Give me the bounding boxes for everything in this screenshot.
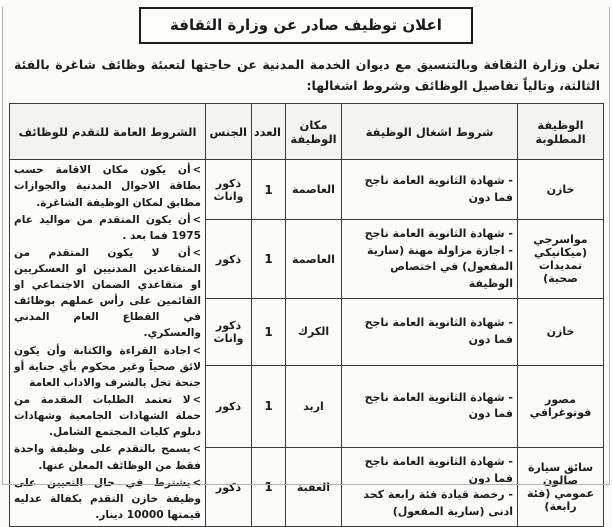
condition-line: - رخصة قيادة فئة رابعة كحد ادنى (سارية ا…: [363, 488, 513, 518]
star-bullet-icon: <: [192, 345, 201, 358]
position-cell: خازن: [517, 159, 604, 221]
scanned-announcement-page: { "page": { "title": "اعلان توظيف صادر ع…: [0, 7, 612, 527]
location-cell: العقبة: [285, 447, 342, 527]
announcement-title: اعلان توظيف صادر عن وزارة الثقافة: [170, 16, 442, 34]
conditions-cell: - شهادة الثانوية العامة ناجح فما دون: [341, 159, 518, 221]
location-cell: العاصمة: [285, 159, 342, 221]
header-count: العدد: [251, 103, 286, 161]
table-row: خازن - شهادة الثانوية العامة ناجح فما دو…: [10, 298, 604, 366]
header-conditions: شروط اشغال الوظيفة: [341, 103, 518, 161]
general-condition-text: أن يكون مكان الاقامة حسب بطاقة الاحوال ا…: [14, 164, 201, 209]
count-cell: 1: [251, 219, 286, 300]
table-row: خازن - شهادة الثانوية العامة ناجح فما دو…: [9, 159, 604, 527]
table-row: مصور فوتوغرافي - شهادة الثانوية العامة ن…: [10, 364, 604, 449]
condition-line: - شهادة الثانوية العامة ناجح فما دون: [364, 174, 513, 204]
count-cell: 1: [251, 364, 286, 449]
conditions-cell: - شهادة الثانوية العامة ناجح - اجازة مزا…: [341, 219, 518, 300]
general-condition-item: <يشترط في حال التعيين على وظيفة خازن الت…: [14, 475, 201, 523]
intro-text: تعلن وزارة الثقافة وبالتنسيق مع ديوان ال…: [14, 57, 600, 93]
general-condition-text: يشترط في حال التعيين على وظيفة خازن التق…: [14, 476, 201, 521]
general-condition-item: <اجادة القراءة والكتابة وأن يكون لائق صح…: [14, 343, 201, 391]
gender-cell: ذكور: [205, 447, 252, 527]
general-condition-item: <أن يكون مكان الاقامة حسب بطاقة الاحوال …: [14, 162, 201, 210]
location-cell: العاصمة: [285, 219, 342, 300]
condition-line: - شهادة الثانوية العامة ناجح فما دون: [364, 455, 513, 485]
star-bullet-icon: <: [192, 214, 201, 227]
conditions-cell: - شهادة الثانوية العامة ناجح فما دون: [341, 298, 518, 366]
table-row: مواسرجي (ميكانيكي تمديدات صحية) - شهادة …: [10, 219, 604, 300]
gender-cell: ذكور: [205, 364, 252, 449]
star-bullet-icon: <: [192, 477, 201, 490]
position-cell: سائق سيارة صالون عمومي (فئة رابعة): [517, 447, 604, 527]
general-condition-text: لا تعتمد الطلبات المقدمة من حملة الشهادا…: [14, 393, 201, 439]
star-bullet-icon: <: [192, 443, 201, 456]
condition-line: - شهادة الثانوية العامة ناجح فما دون: [364, 390, 513, 421]
gender-cell: ذكور واناث: [205, 298, 252, 366]
general-conditions-cell: <أن يكون مكان الاقامة حسب بطاقة الاحوال …: [9, 159, 206, 527]
jobs-table: الوظيفة المطلوبة شروط اشغال الوظيفة مكان…: [9, 103, 604, 527]
conditions-cell: - شهادة الثانوية العامة ناجح فما دون: [341, 364, 518, 449]
gender-cell: ذكور واناث: [205, 159, 252, 221]
gender-cell: ذكور: [205, 219, 252, 300]
count-cell: 1: [251, 447, 286, 527]
general-condition-item: <يسمح بالتقدم على وظيفة واحدة فقط من الو…: [14, 441, 201, 473]
star-bullet-icon: <: [192, 164, 201, 177]
header-gender: الجنس: [205, 103, 252, 161]
star-bullet-icon: <: [192, 394, 201, 407]
header-location: مكان الوظيفة: [285, 103, 342, 161]
count-cell: 1: [251, 298, 286, 366]
position-cell: مواسرجي (ميكانيكي تمديدات صحية): [517, 219, 604, 300]
conditions-cell: - شهادة الثانوية العامة ناجح فما دون - ر…: [341, 447, 518, 527]
announcement-title-box: اعلان توظيف صادر عن وزارة الثقافة: [139, 7, 473, 44]
general-condition-item: <أن يكون المتقدم من مواليد عام 1975 فما …: [14, 212, 201, 244]
position-cell: مصور فوتوغرافي: [517, 364, 604, 449]
location-cell: اربد: [285, 364, 342, 449]
location-cell: الكرك: [285, 298, 342, 366]
condition-line: - شهادة الثانوية العامة ناجح فما دون: [364, 316, 513, 346]
condition-line: - شهادة الثانوية العامة ناجح: [364, 227, 513, 241]
general-condition-text: اجادة القراءة والكتابة وأن يكون لائق صحي…: [14, 344, 201, 389]
header-general-conditions: الشروط العامة للتقدم للوظائف: [9, 103, 206, 161]
count-cell: 1: [251, 159, 286, 221]
table-header-row: الوظيفة المطلوبة شروط اشغال الوظيفة مكان…: [9, 103, 604, 161]
general-condition-item: <لا تعتمد الطلبات المقدمة من حملة الشهاد…: [14, 392, 201, 440]
general-condition-text: يسمح بالتقدم على وظيفة واحدة فقط من الوظ…: [14, 443, 201, 472]
general-condition-text: أن يكون المتقدم من مواليد عام 1975 فما ب…: [14, 213, 201, 242]
position-cell: خازن: [517, 298, 604, 366]
condition-line: - اجازة مزاولة مهنة (سارية المفعول) في ا…: [367, 243, 513, 290]
header-position: الوظيفة المطلوبة: [517, 103, 604, 161]
star-bullet-icon: <: [192, 247, 201, 260]
general-condition-text: أن لا يكون المتقدم من المتقاعدين المدنيي…: [14, 246, 201, 340]
general-condition-item: <أن لا يكون المتقدم من المتقاعدين المدني…: [14, 245, 201, 342]
